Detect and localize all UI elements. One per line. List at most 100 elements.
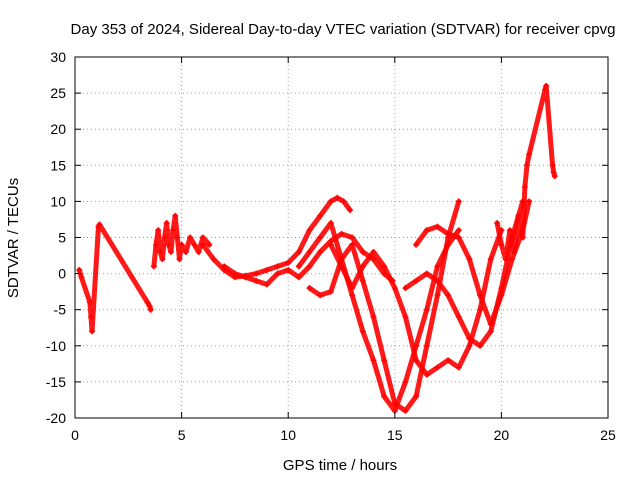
y-tick-label: 25: [50, 85, 66, 101]
data-point: [455, 364, 462, 371]
data-point: [285, 259, 292, 266]
data-point: [381, 263, 388, 270]
data-point: [76, 266, 83, 273]
y-tick-label: -5: [54, 302, 67, 318]
data-point: [519, 234, 526, 241]
grid: [75, 57, 608, 418]
x-axis-label: GPS time / hours: [283, 457, 397, 474]
data-point: [191, 241, 198, 248]
data-point: [523, 162, 530, 169]
data-point: [242, 274, 249, 281]
data-point: [317, 248, 324, 255]
data-point: [477, 306, 484, 313]
series-track-e: [327, 227, 505, 378]
y-tick-label: 0: [58, 266, 66, 282]
data-point: [317, 292, 324, 299]
data-point: [347, 207, 354, 214]
data-point: [306, 263, 313, 270]
data-point: [174, 234, 181, 241]
data-point: [176, 256, 183, 263]
y-tick-label: 15: [50, 157, 66, 173]
data-point: [170, 227, 177, 234]
data-point: [159, 256, 166, 263]
data-point: [359, 277, 366, 284]
data-point: [445, 230, 452, 237]
data-point: [317, 234, 324, 241]
data-point: [434, 277, 441, 284]
data-point: [402, 313, 409, 320]
data-point: [434, 292, 441, 299]
axis-ticks: 0 5 10 15 20 25 -20 -15 -10 -5 0 5 10 15 20 25 30: [46, 49, 616, 443]
data-point: [172, 212, 179, 219]
data-point: [526, 198, 533, 205]
data-point: [327, 241, 334, 248]
data-point: [423, 342, 430, 349]
data-point: [153, 241, 160, 248]
data-point: [317, 212, 324, 219]
y-tick-label: 5: [58, 230, 66, 246]
data-point: [391, 400, 398, 407]
data-point: [210, 256, 217, 263]
data-point: [167, 248, 174, 255]
data-point: [295, 263, 302, 270]
data-point: [487, 321, 494, 328]
data-point: [221, 263, 228, 270]
data-point: [502, 256, 509, 263]
data-point: [515, 212, 522, 219]
data-point: [349, 241, 356, 248]
data-point: [274, 263, 281, 270]
data-point: [381, 357, 388, 364]
data-point: [359, 248, 366, 255]
x-tick-label: 10: [280, 427, 296, 443]
y-tick-label: 30: [50, 49, 66, 65]
data-point: [487, 256, 494, 263]
data-point: [231, 270, 238, 277]
x-tick-label: 25: [600, 427, 616, 443]
data-point: [487, 328, 494, 335]
series-track-d: [306, 198, 462, 414]
series-early: [76, 221, 154, 335]
data-point: [165, 241, 172, 248]
data-point: [146, 303, 153, 310]
data-point: [526, 151, 533, 158]
data-point: [306, 227, 313, 234]
y-tick-label: -15: [46, 374, 66, 390]
data-point: [359, 263, 366, 270]
data-point: [199, 234, 206, 241]
data-point: [161, 234, 168, 241]
data-point: [413, 393, 420, 400]
series-trace: [296, 220, 462, 414]
data-point: [455, 227, 462, 234]
data-point: [157, 248, 164, 255]
data-point: [402, 407, 409, 414]
data-point: [199, 241, 206, 248]
data-point: [295, 274, 302, 281]
data-point: [466, 342, 473, 349]
series-late: [494, 82, 558, 263]
data-point: [466, 256, 473, 263]
data-point: [498, 241, 505, 248]
data-point: [338, 263, 345, 270]
data-point: [349, 285, 356, 292]
data-point: [253, 270, 260, 277]
x-tick-label: 5: [178, 427, 186, 443]
data-point: [327, 220, 334, 227]
data-point: [477, 342, 484, 349]
series-trace: [76, 222, 154, 334]
data-point: [340, 198, 347, 205]
data-marks: [76, 82, 558, 414]
data-point: [402, 285, 409, 292]
data-point: [306, 248, 313, 255]
data-point: [96, 221, 103, 228]
y-tick-label: 20: [50, 121, 66, 137]
data-point: [370, 256, 377, 263]
data-point: [494, 220, 501, 227]
series-track-a: [199, 194, 354, 281]
data-point: [338, 230, 345, 237]
data-point: [551, 173, 558, 180]
series-trace: [402, 198, 526, 349]
data-point: [187, 234, 194, 241]
data-point: [455, 313, 462, 320]
data-point: [413, 357, 420, 364]
data-point: [349, 234, 356, 241]
